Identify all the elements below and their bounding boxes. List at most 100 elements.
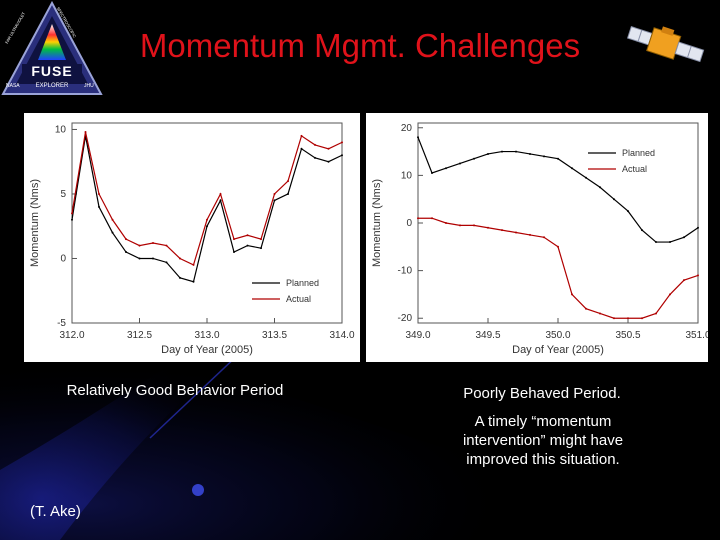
series-point-planned (260, 247, 262, 250)
series-point-actual (599, 312, 601, 315)
legend-label: Planned (286, 278, 319, 288)
series-point-actual (529, 233, 531, 236)
series-point-actual (287, 180, 289, 183)
series-point-planned (683, 236, 685, 239)
series-point-actual (417, 217, 419, 220)
series-point-planned (557, 157, 559, 160)
series-point-actual (98, 192, 100, 195)
series-point-actual (683, 279, 685, 282)
logo-nasa: NASA (6, 83, 20, 89)
series-point-planned (152, 257, 154, 260)
y-tick-label: -20 (398, 313, 413, 324)
series-point-planned (125, 251, 127, 254)
series-point-planned (515, 150, 517, 153)
series-point-actual (473, 224, 475, 227)
left-caption: Relatively Good Behavior Period (66, 382, 284, 399)
series-point-actual (515, 231, 517, 234)
series-point-planned (613, 198, 615, 201)
series-point-planned (327, 160, 330, 163)
series-point-actual (165, 244, 168, 247)
series-point-actual (501, 229, 503, 232)
right-chart: 349.0 349.5 350.0 350.5 351.0 -20 -10 0 10 20 Day … (366, 113, 708, 362)
series-point-planned (655, 241, 657, 244)
series-point-actual (152, 242, 154, 244)
series-point-planned (487, 152, 489, 155)
series-point-planned (273, 199, 276, 202)
series-point-actual (627, 317, 629, 320)
series-line-actual (71, 131, 343, 266)
credit-text: (T. Ake) (30, 503, 81, 520)
series-point-planned (179, 276, 181, 279)
series-point-actual (273, 192, 276, 195)
series-point-planned (529, 152, 531, 155)
x-tick-label: 312.5 (127, 330, 152, 341)
x-tick-label: 314.0 (329, 330, 354, 341)
series-point-actual (655, 312, 657, 315)
series-point-actual (111, 218, 114, 221)
series-point-planned (71, 218, 73, 221)
series-point-planned (165, 261, 168, 264)
series-point-planned (233, 251, 235, 254)
series-point-planned (417, 136, 419, 139)
y-axis-label: Momentum (Nms) (371, 179, 383, 267)
series-point-actual (71, 212, 73, 215)
series-point-actual (84, 131, 87, 134)
series-point-planned (697, 226, 699, 229)
series-point-actual (613, 317, 615, 320)
right-caption-body: A timely “momentum intervention” might h… (462, 413, 624, 468)
series-point-planned (300, 147, 303, 150)
x-axis-label: Day of Year (2005) (512, 344, 604, 356)
left-chart: 312.0 312.5 313.0 313.5 314.0 -5 0 5 10 Day of Ye… (24, 113, 360, 362)
series-point-actual (219, 192, 222, 195)
series-point-actual (697, 274, 699, 277)
series-point-planned (287, 192, 289, 195)
series-point-planned (98, 205, 100, 208)
y-axis-label: Momentum (Nms) (29, 179, 41, 267)
series-point-actual (233, 238, 235, 241)
series-point-planned (459, 162, 461, 165)
plot-frame (71, 122, 343, 324)
plot-frame (417, 122, 699, 324)
x-tick-label: 349.0 (405, 330, 430, 341)
logo-jhu: JHU (84, 83, 94, 89)
y-tick-label: -10 (398, 266, 413, 277)
logo-bottom-text: EXPLORER (35, 83, 69, 89)
series-point-planned (445, 167, 447, 170)
logo-name: FUSE (31, 63, 73, 79)
y-tick-label: 0 (60, 253, 66, 264)
x-tick-label: 351.0 (685, 330, 708, 341)
series-point-actual (459, 224, 461, 227)
satellite-icon (624, 20, 706, 72)
series-point-actual (246, 234, 249, 237)
y-tick-label: 10 (401, 170, 413, 181)
series-point-actual (138, 244, 141, 247)
x-tick-label: 350.0 (545, 330, 570, 341)
series-point-planned (627, 210, 629, 213)
series-point-planned (192, 280, 195, 283)
x-axis-label: Day of Year (2005) (161, 344, 253, 356)
right-caption-heading: Poorly Behaved Period. (463, 385, 621, 402)
series-point-planned (111, 231, 114, 234)
x-tick-label: 349.5 (475, 330, 500, 341)
series-point-actual (487, 226, 489, 229)
legend-label: Planned (622, 148, 655, 158)
series-point-actual (669, 293, 671, 296)
series-point-planned (219, 199, 222, 202)
series-point-actual (314, 143, 316, 146)
series-point-planned (246, 244, 249, 247)
y-tick-label: 0 (406, 218, 412, 229)
x-tick-label: 350.5 (615, 330, 640, 341)
series-point-actual (206, 218, 208, 221)
series-point-actual (341, 141, 343, 144)
series-point-actual (445, 222, 447, 224)
series-point-actual (571, 293, 573, 296)
y-tick-label: -5 (57, 318, 66, 329)
series-point-actual (641, 317, 643, 320)
series-point-planned (669, 241, 671, 244)
series-point-actual (431, 217, 433, 220)
series-point-planned (571, 167, 573, 170)
series-point-actual (192, 263, 195, 266)
series-point-planned (341, 154, 343, 157)
x-tick-label: 313.0 (194, 330, 219, 341)
swoosh-dot (192, 484, 204, 496)
